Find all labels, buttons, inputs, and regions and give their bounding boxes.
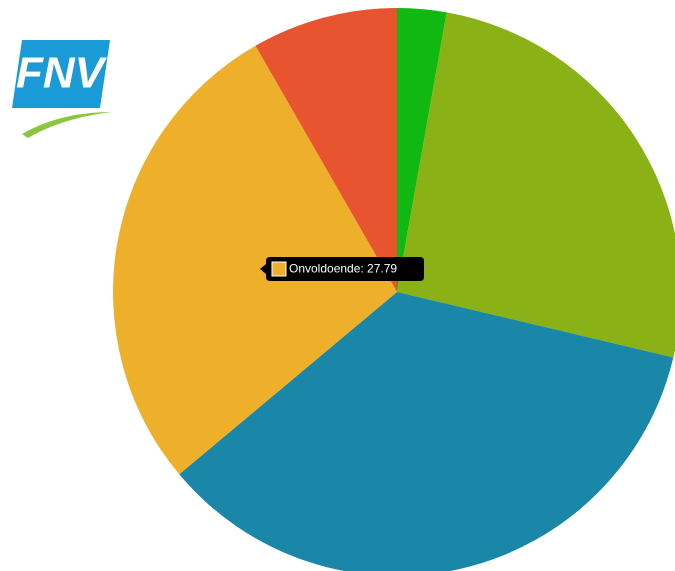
slice[interactable] xyxy=(397,8,447,292)
logo-text: FNV xyxy=(16,49,108,98)
tooltip-box xyxy=(260,257,424,281)
slice[interactable] xyxy=(255,8,397,292)
slice[interactable] xyxy=(112,45,398,475)
tooltip: Onvoldoende: 27.79 xyxy=(260,257,424,281)
logo: FNV xyxy=(12,40,112,138)
slice[interactable] xyxy=(179,292,674,571)
slice[interactable] xyxy=(397,12,675,358)
tooltip-text: Onvoldoende: 27.79 xyxy=(289,262,397,276)
tooltip-swatch xyxy=(271,261,287,277)
logo-swoosh xyxy=(22,112,112,138)
pie xyxy=(112,8,675,571)
logo-box xyxy=(12,40,110,108)
